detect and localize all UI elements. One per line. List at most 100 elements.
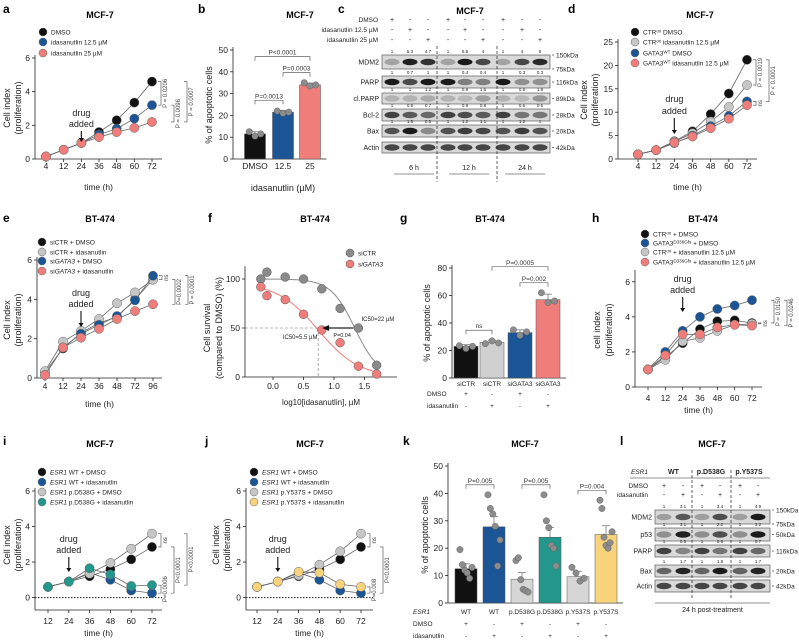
band-quantification: 1: [409, 87, 412, 92]
protein-band: [495, 144, 511, 151]
data-point: [112, 314, 122, 324]
legend-label: idasanutlin 12.5 µM: [51, 40, 108, 47]
data-point: [317, 284, 327, 294]
p-value-label: P = 0.0019: [758, 57, 764, 87]
molecular-weight-marker: 42kDa: [776, 584, 795, 591]
data-point: [335, 338, 345, 348]
x-tick-label: 60: [335, 616, 345, 626]
replicate-point: [456, 546, 464, 553]
protein-band: [495, 111, 511, 119]
bar-group: [244, 128, 266, 160]
p-value-label: P=0.0006: [163, 576, 169, 603]
condition-sign: +: [538, 37, 542, 44]
legend-marker: [630, 48, 640, 58]
data-point: [112, 298, 122, 309]
bar: [535, 299, 561, 379]
drug-added-label: drug: [60, 534, 78, 544]
x-axis-label: time (h): [85, 399, 114, 409]
molecular-weight-marker: 116kDa: [556, 80, 578, 87]
data-point: [147, 528, 157, 539]
protein-band: [532, 144, 548, 151]
condition-sign: +: [464, 621, 468, 628]
blot-row-actin: Actin 42kDa: [636, 579, 795, 593]
drug-added-label: drug: [665, 94, 683, 104]
condition-sign: +: [520, 27, 524, 34]
protein-band: [732, 531, 748, 538]
y-tick-label: 0: [625, 382, 630, 392]
condition-sign: -: [447, 37, 450, 44]
replicate-point: [580, 574, 588, 582]
y-tick-label: 0: [442, 373, 447, 383]
legend-label-part: CTR: [643, 40, 657, 47]
data-point: [643, 364, 653, 375]
band-quantification: 1.2: [519, 119, 526, 124]
protein-band: [675, 513, 691, 521]
legend-label-part: ox: [666, 248, 672, 253]
replicate-point: [484, 491, 492, 499]
replicate-point: [300, 79, 308, 87]
replicate-point: [600, 533, 608, 541]
band-quantification: 1: [447, 49, 450, 54]
p-value-label: P<0.0001: [268, 50, 296, 57]
arrow-down-icon: [78, 323, 84, 327]
band-quantification: 4: [521, 49, 524, 54]
replicate-point: [494, 562, 502, 570]
condition-sign: -: [605, 621, 607, 628]
legend-label-part: p.Y537S + idasanutlin: [279, 500, 345, 507]
x-tick-label: 48: [112, 381, 122, 391]
legend-marker: [249, 487, 259, 497]
x-tick-label: 4: [646, 393, 651, 403]
data-point: [94, 323, 104, 334]
legend-label: CTRox DMSO: [643, 28, 682, 37]
legend-label: ESR1 p.D538G + DMSO: [50, 490, 122, 497]
y-tick-label: 25: [604, 37, 614, 47]
protein-band: [750, 567, 766, 575]
band-quantification: 5.3: [407, 49, 414, 54]
significance-bracket: [184, 81, 188, 123]
legend-label: GATA3D336Gfs + DMSO: [653, 239, 718, 248]
y-tick-label: 2: [25, 120, 30, 130]
p-value-label: P=0.0003: [282, 66, 310, 73]
condition-sign: +: [738, 483, 742, 490]
x-tick-label: 48: [706, 161, 716, 171]
data-point: [147, 117, 157, 127]
legend-label: ESR1 WT + DMSO: [262, 470, 318, 477]
y-tick-label: 5: [608, 131, 613, 141]
condition-sign: +: [662, 483, 666, 490]
category-label: WT: [489, 609, 499, 616]
condition-label: idasanutlin 25 µM: [327, 37, 378, 44]
series-2: [41, 117, 157, 162]
p-value-label: ns: [164, 275, 170, 281]
data-point: [148, 299, 158, 310]
protein-band: [732, 582, 748, 590]
drug-added-label: drug: [72, 108, 90, 118]
x-tick-label: 4: [636, 161, 641, 171]
p-value-label: P<0.0001: [385, 556, 391, 583]
band-quantification: 1: [391, 70, 394, 75]
band-quantification: 1: [502, 49, 505, 54]
blot-row-parp: 1 0.5 1 0.6 1 0.7 PARP 116kDa: [633, 539, 798, 558]
data-point: [660, 350, 671, 361]
bar: [507, 332, 533, 379]
condition-sign: -: [502, 37, 505, 44]
protein-band: [440, 78, 456, 86]
protein-label: PARP: [633, 549, 652, 556]
replicate-point: [312, 81, 320, 89]
data-point: [43, 582, 53, 592]
y-tick-label: 2: [625, 347, 630, 357]
condition-sign: +: [520, 621, 524, 628]
y-tick-label: 6: [25, 486, 30, 496]
band-quantification: 1: [447, 70, 450, 75]
replicate-point: [491, 522, 499, 530]
x-tick-label: 24: [678, 393, 688, 403]
data-point: [126, 543, 137, 554]
y-tick-label: 20: [604, 60, 614, 70]
protein-band: [694, 547, 710, 555]
p-value-label: P = 0.0007: [189, 87, 195, 117]
series-3: [252, 566, 366, 592]
category-label: WT: [461, 609, 471, 616]
protein-label: cl.PARP: [353, 96, 379, 103]
data-point: [94, 132, 104, 142]
data-point: [695, 329, 705, 340]
